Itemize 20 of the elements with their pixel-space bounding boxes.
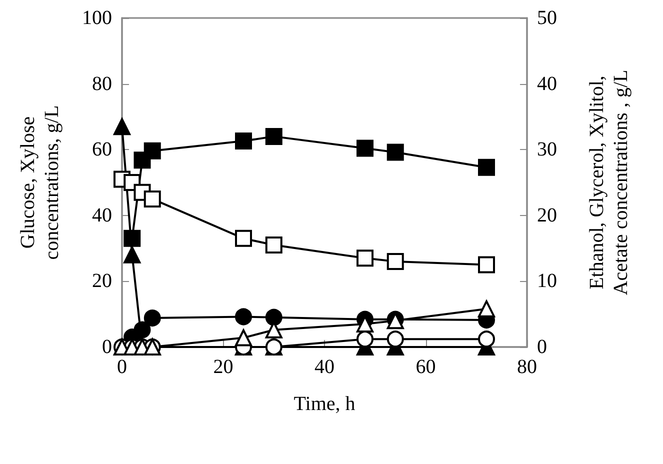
y2-tick-label: 20 (537, 204, 557, 226)
y2-tick-label: 30 (537, 138, 557, 161)
y2-tick-label: 0 (537, 336, 547, 358)
x-tick-label: 0 (117, 356, 127, 378)
x-axis-title: Time, h (294, 393, 356, 415)
y2-tick-label: 50 (537, 7, 557, 29)
y-axis-title: Glucose, Xylose concentrations, g/L (17, 105, 63, 260)
y-tick-label: 60 (92, 138, 112, 161)
y2-tick-label: 10 (537, 270, 557, 292)
x-tick-label: 40 (314, 356, 334, 378)
y-tick-label: 0 (102, 336, 112, 358)
x-tick-label: 60 (416, 356, 436, 378)
y-tick-label: 80 (92, 72, 112, 95)
y-tick-label: 20 (92, 270, 112, 292)
x-tick-label: 20 (213, 356, 234, 378)
y-tick-label: 40 (92, 204, 112, 226)
x-tick-label: 80 (517, 356, 537, 378)
y-tick-label: 100 (82, 7, 112, 29)
y2-tick-label: 40 (537, 72, 557, 95)
y2-axis-title: Ethanol, Glycerol, Xylitol, Acetate concentrations , g/L (586, 70, 632, 296)
